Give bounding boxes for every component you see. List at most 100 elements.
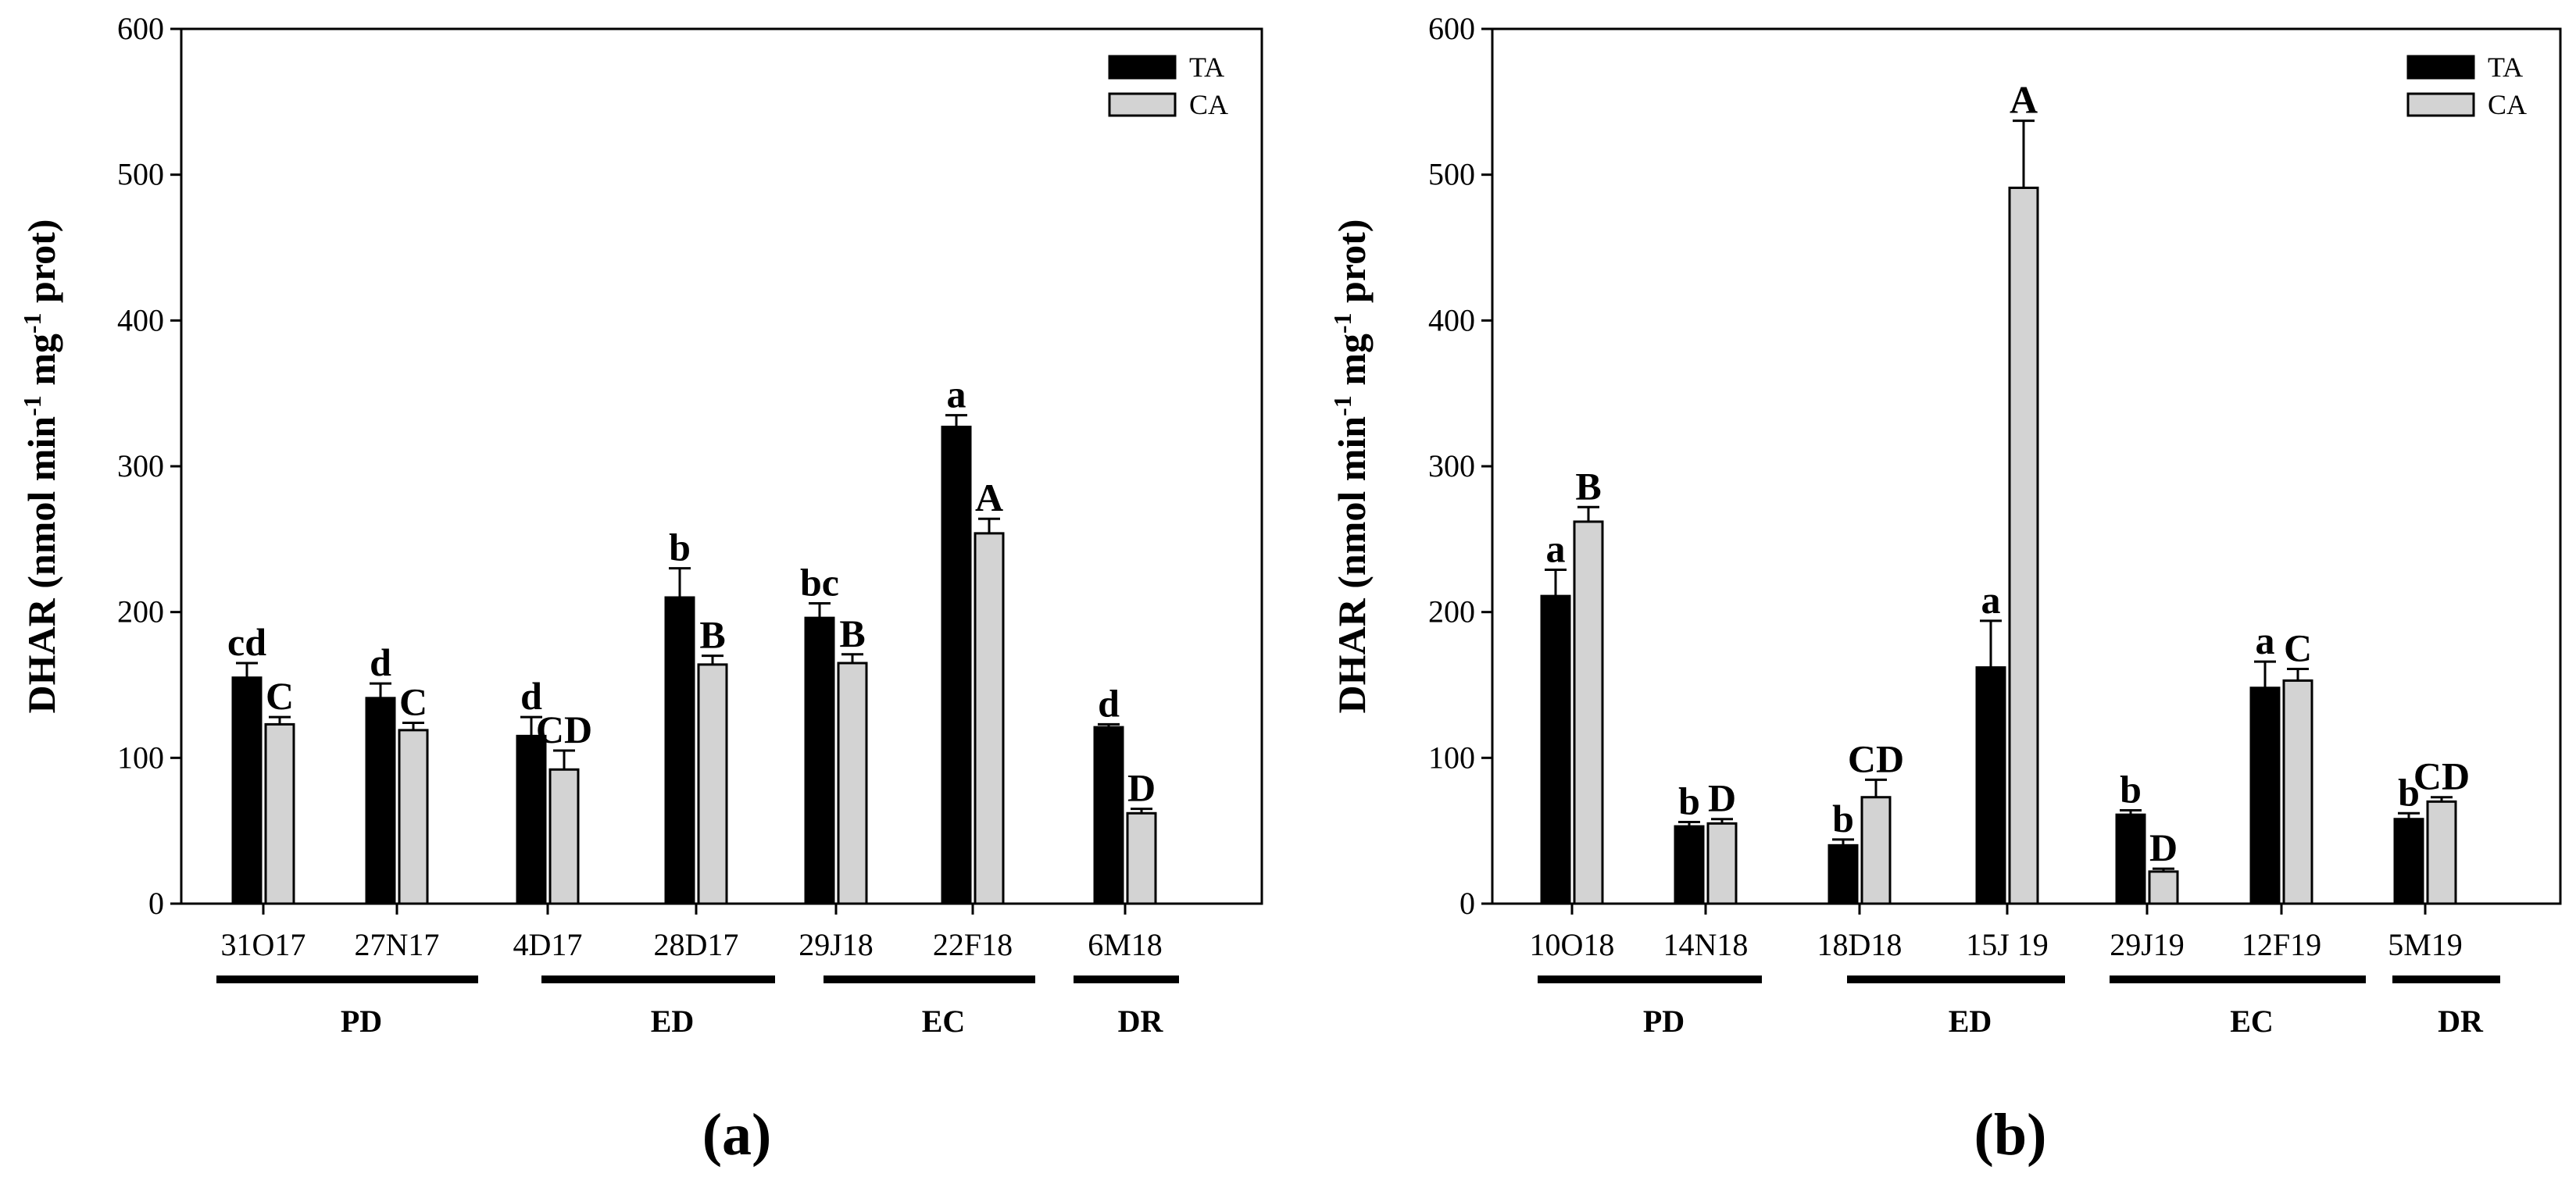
category-label: 15J 19 (1966, 927, 2049, 962)
significance-letter: C (266, 674, 294, 718)
legend-swatch-ca (2406, 92, 2475, 117)
bar-ta (664, 596, 695, 905)
category-label: 5M19 (2388, 927, 2463, 962)
significance-letter: d (1098, 681, 1120, 725)
significance-letter: B (699, 613, 725, 657)
category-label: 4D17 (513, 927, 583, 962)
bar-ta (2115, 813, 2146, 905)
bar-ta (1093, 726, 1124, 905)
group-label: PD (1643, 1004, 1685, 1039)
legend-label-ta: TA (2488, 52, 2523, 83)
bar-ta (2249, 687, 2281, 905)
bar-ta (1674, 825, 1705, 905)
significance-letter: bc (800, 560, 839, 604)
category-label: 29J18 (799, 927, 874, 962)
significance-letter: cd (227, 620, 266, 664)
significance-letter: CD (536, 708, 592, 751)
chart-b: 0 100 200 300 400 500 600 DHAR (nmol min-1 mg-1… (1328, 11, 2562, 1168)
y-tick-label: 100 (1428, 740, 1475, 775)
legend-swatch-ta (1108, 55, 1177, 80)
significance-letter: d (370, 640, 391, 684)
bar-ca (2426, 800, 2457, 905)
significance-letter: d (520, 674, 542, 718)
bar-ta (804, 616, 835, 905)
bar-ta (1540, 594, 1571, 905)
significance-letter: C (2284, 626, 2312, 669)
significance-letter: A (975, 476, 1003, 519)
group-label: DR (2438, 1004, 2484, 1039)
significance-letter: D (1708, 776, 1736, 820)
bar-ca (398, 729, 429, 905)
y-axis-title-part: DHAR (nmol min (1330, 416, 1374, 714)
y-tick-label: 0 (1459, 886, 1475, 921)
significance-letter: CD (2413, 754, 2470, 798)
group-label: ED (651, 1004, 695, 1039)
significance-letter: C (399, 680, 427, 724)
category-label: 14N18 (1663, 927, 1749, 962)
significance-letter: CD (1848, 737, 1904, 780)
y-tick-label: 200 (117, 594, 164, 630)
bar-ca (2282, 679, 2313, 905)
category-label: 18D18 (1817, 927, 1903, 962)
significance-letter: a (2256, 619, 2275, 662)
legend-label-ta: TA (1189, 52, 1224, 83)
significance-letter: b (2398, 770, 2420, 814)
y-tick-label: 200 (1428, 594, 1475, 630)
category-label: 27N17 (355, 927, 440, 962)
y-tick-label: 300 (117, 448, 164, 483)
bar-ca (264, 722, 295, 905)
group-label: EC (922, 1004, 966, 1039)
y-tick-label: 400 (117, 302, 164, 337)
y-tick-label: 500 (117, 157, 164, 192)
legend-label-ca: CA (2488, 89, 2527, 120)
y-tick-label: 400 (1428, 302, 1475, 337)
y-axis-title-part: DHAR (nmol min (20, 416, 63, 714)
significance-letter: B (839, 612, 865, 655)
group-label: PD (341, 1004, 382, 1039)
category-label: 10O18 (1530, 927, 1615, 962)
y-tick-label: 100 (117, 740, 164, 775)
significance-letter: b (1678, 779, 1700, 822)
significance-letter: B (1575, 464, 1601, 508)
group-label: ED (1949, 1004, 1992, 1039)
significance-letter: a (1546, 527, 1566, 571)
bar-ca (1706, 822, 1738, 905)
significance-letter: b (669, 526, 691, 569)
bar-ca (837, 662, 868, 905)
bar-ta (365, 697, 396, 905)
group-label: EC (2230, 1004, 2274, 1039)
bar-ta (1827, 844, 1859, 905)
significance-letter: b (2120, 768, 2142, 811)
bar-ca (697, 663, 728, 905)
significance-letter: D (2149, 826, 2178, 869)
y-axis-title-part: prot) (20, 219, 63, 313)
y-axis-title: DHAR (nmol min-1 mg-1 prot) (18, 219, 63, 714)
y-axis-title-superscript: -1 (1328, 312, 1356, 333)
group-label: DR (1118, 1004, 1164, 1039)
significance-letter: D (1127, 766, 1156, 810)
bar-ta (516, 734, 547, 905)
significance-letter: b (1832, 797, 1854, 840)
bar-ta (941, 426, 972, 905)
y-tick-label: 600 (1428, 11, 1475, 46)
bar-ca (2008, 186, 2039, 905)
y-tick-label: 500 (1428, 157, 1475, 192)
panel-label: (b) (1974, 1102, 2047, 1168)
panel-label: (a) (702, 1102, 772, 1168)
category-label: 31O17 (221, 927, 306, 962)
y-axis-title-superscript: -1 (18, 312, 46, 333)
y-axis-title-superscript: -1 (1328, 395, 1356, 416)
category-label: 22F18 (933, 927, 1013, 962)
bar-ta (231, 676, 263, 905)
legend-swatch-ca (1108, 92, 1177, 117)
y-axis-title-superscript: -1 (18, 395, 46, 416)
bar-ta (1975, 666, 2006, 905)
bar-ca (974, 532, 1005, 905)
category-label: 29J19 (2110, 927, 2185, 962)
y-axis-title: DHAR (nmol min-1 mg-1 prot) (1328, 219, 1374, 714)
bar-ca (2148, 870, 2179, 905)
category-label: 6M18 (1088, 927, 1163, 962)
y-tick-label: 300 (1428, 448, 1475, 483)
